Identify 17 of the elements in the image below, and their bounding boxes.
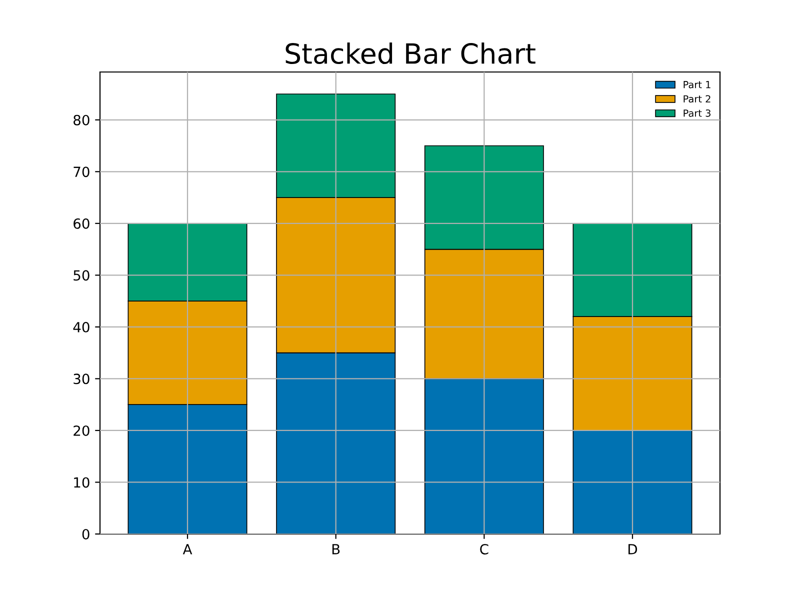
y-tick-label: 10: [74, 477, 90, 488]
y-tick-label: 40: [73, 322, 90, 332]
x-tick-label: D: [628, 544, 638, 554]
x-tick-label: B: [332, 544, 340, 554]
chart-title: Stacked Bar Chart: [286, 42, 536, 64]
legend-label: Part 3: [684, 109, 710, 117]
y-tick-label: 0: [82, 528, 90, 540]
legend-label: Part 1: [684, 81, 710, 88]
y-tick-label: 60: [74, 218, 90, 229]
y-tick-label: 30: [74, 374, 90, 384]
x-tick-label: C: [480, 544, 488, 554]
y-tick-label: 70: [74, 166, 90, 178]
x-tick-label: A: [182, 544, 192, 554]
y-tick-label: 50: [74, 270, 90, 281]
legend-label: Part 2: [684, 95, 710, 103]
y-tick-label: 20: [74, 425, 90, 436]
y-tick-label: 80: [74, 114, 90, 126]
